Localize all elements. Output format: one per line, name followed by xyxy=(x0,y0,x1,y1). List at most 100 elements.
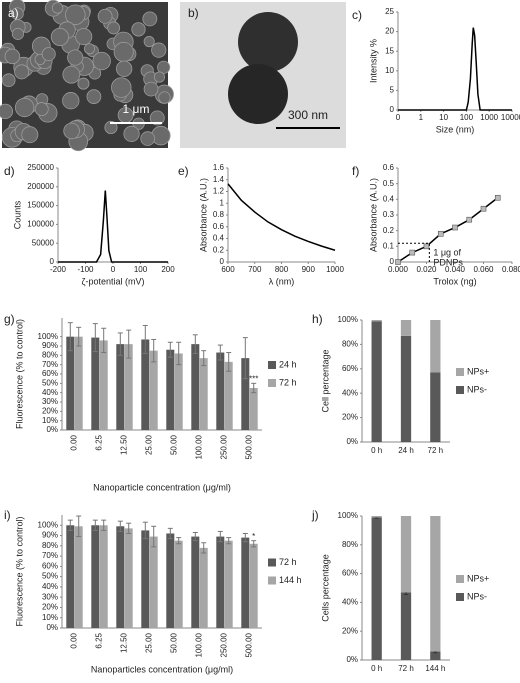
y-tick-label: 40% xyxy=(42,388,58,397)
legend-swatch xyxy=(268,361,276,369)
bar-segment xyxy=(400,320,412,336)
y-tick-label: 100000 xyxy=(27,220,54,229)
bar xyxy=(141,339,150,430)
panel-label: a) xyxy=(8,6,19,20)
bar xyxy=(116,526,125,628)
y-axis-title: Fluorescence (% to control) xyxy=(14,516,24,626)
y-tick-label: 10% xyxy=(42,613,58,622)
y-axis-title: Absorbance (A.U.) xyxy=(198,178,208,252)
y-tick-label: 100% xyxy=(38,520,58,529)
marker xyxy=(423,243,430,250)
x-tick-label: 0.00 xyxy=(70,632,79,648)
scale-label: 300 nm xyxy=(288,108,328,122)
x-axis-title: Nanoparticle concentration (μg/ml) xyxy=(93,482,231,492)
y-tick-label: 0% xyxy=(46,623,58,632)
x-tick-label: 0 h xyxy=(371,446,382,455)
x-tick-label: 72 h xyxy=(398,664,414,673)
y-tick-label: 100% xyxy=(338,315,358,324)
x-tick-label: 700 xyxy=(248,265,262,274)
bar xyxy=(174,540,183,628)
sem-particle xyxy=(140,131,155,146)
sem-particle xyxy=(92,51,111,71)
bar xyxy=(216,536,225,628)
sem-particle xyxy=(62,92,80,110)
sem-particle xyxy=(75,28,93,46)
bar xyxy=(166,533,175,628)
y-tick-label: 15 xyxy=(385,46,394,55)
bar xyxy=(224,361,233,430)
x-tick-label: 250.00 xyxy=(220,632,229,657)
x-tick-label: 0.000 xyxy=(388,265,409,274)
bar-segment xyxy=(371,320,382,322)
bar-segment xyxy=(430,651,441,660)
bar xyxy=(91,525,100,628)
sem-particle xyxy=(131,22,146,37)
y-tick-label: 1.2 xyxy=(213,187,225,196)
legend-label: NPs+ xyxy=(467,366,489,376)
y-tick-label: 70% xyxy=(42,360,58,369)
y-tick-label: 20% xyxy=(42,603,58,612)
x-tick-label: 100.00 xyxy=(195,434,204,459)
sem-particle xyxy=(111,77,132,98)
legend-label: 144 h xyxy=(279,575,302,585)
sem-particle xyxy=(50,27,69,46)
sem-particle xyxy=(14,64,30,80)
tem-particle xyxy=(228,64,288,124)
x-tick-label: 0 h xyxy=(371,664,382,673)
x-tick-label: 25.00 xyxy=(145,632,154,653)
x-axis-title: ζ-potential (mV) xyxy=(82,276,145,286)
y-tick-label: 0.2 xyxy=(383,226,395,235)
y-tick-label: 250000 xyxy=(27,163,54,172)
marker xyxy=(409,249,416,256)
x-tick-label: 500.00 xyxy=(245,434,254,459)
y-tick-label: 60% xyxy=(42,369,58,378)
y-tick-label: 0 xyxy=(220,257,225,266)
x-tick-label: 50.00 xyxy=(170,434,179,455)
x-tick-label: 10 xyxy=(439,113,448,122)
bar xyxy=(124,528,133,628)
bar xyxy=(74,336,83,430)
x-tick-label: 72 h xyxy=(428,446,444,455)
y-tick-label: 40% xyxy=(342,598,358,607)
x-tick-label: 100.00 xyxy=(195,632,204,657)
bar xyxy=(216,352,225,430)
x-tick-label: 1000 xyxy=(480,113,498,122)
sem-particle xyxy=(83,43,95,55)
y-tick-label: 20 xyxy=(385,27,394,36)
bar-segment xyxy=(371,516,382,518)
sem-particle xyxy=(158,91,171,104)
panel-label: c) xyxy=(352,8,362,22)
bar xyxy=(199,358,208,430)
y-tick-label: 60% xyxy=(42,561,58,570)
bar-segment xyxy=(371,321,382,442)
x-tick-label: 25.00 xyxy=(145,434,154,455)
bar xyxy=(191,536,200,628)
bar xyxy=(91,337,100,430)
tem-particle xyxy=(238,12,298,72)
sem-particle xyxy=(107,21,121,35)
y-tick-label: 200000 xyxy=(27,182,54,191)
y-tick-label: 0.5 xyxy=(383,179,395,188)
legend-swatch xyxy=(456,593,464,601)
bar xyxy=(149,536,158,628)
legend-label: 72 h xyxy=(279,557,297,567)
marker xyxy=(452,224,458,231)
y-tick-label: 50% xyxy=(42,378,58,387)
y-tick-label: 0% xyxy=(346,437,358,446)
panel-label: b) xyxy=(188,6,199,20)
scale-label: 1 μm xyxy=(123,102,150,116)
x-tick-label: 12.50 xyxy=(120,632,129,653)
legend-swatch xyxy=(268,558,276,567)
y-tick-label: 0 xyxy=(50,257,55,266)
panel-label: i) xyxy=(4,508,11,522)
sem-particle xyxy=(123,125,140,143)
sem-particles xyxy=(0,0,174,152)
y-tick-label: 10 xyxy=(385,66,394,75)
bar xyxy=(241,537,250,628)
sem-particle xyxy=(14,97,35,118)
x-tick-label: 24 h xyxy=(398,446,414,455)
y-tick-label: 40% xyxy=(42,582,58,591)
y-tick-label: 1 xyxy=(220,198,225,207)
sem-particle xyxy=(62,65,81,84)
